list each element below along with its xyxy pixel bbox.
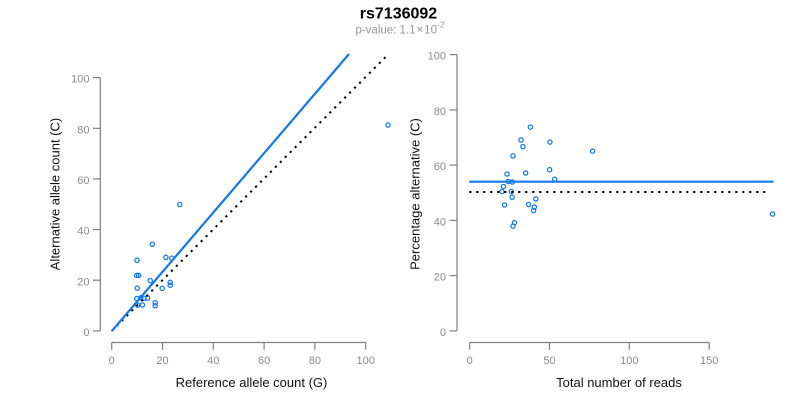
svg-text:20: 20 xyxy=(434,272,446,284)
svg-text:60: 60 xyxy=(258,355,270,367)
svg-text:rs7136092: rs7136092 xyxy=(360,6,438,23)
svg-text:40: 40 xyxy=(207,355,219,367)
svg-text:50: 50 xyxy=(543,355,555,367)
svg-text:60: 60 xyxy=(77,175,89,187)
svg-text:100: 100 xyxy=(620,355,638,367)
svg-text:0: 0 xyxy=(440,327,446,339)
svg-text:0: 0 xyxy=(109,355,115,367)
svg-text:20: 20 xyxy=(77,276,89,288)
svg-text:80: 80 xyxy=(77,124,89,136)
svg-text:20: 20 xyxy=(156,355,168,367)
svg-text:0: 0 xyxy=(83,327,89,339)
svg-text:80: 80 xyxy=(309,355,321,367)
svg-text:Alternative allele count (C): Alternative allele count (C) xyxy=(48,118,63,270)
svg-text:100: 100 xyxy=(357,355,375,367)
svg-text:p-value: 1.1 × 10-2: p-value: 1.1 × 10-2 xyxy=(355,19,444,36)
svg-text:40: 40 xyxy=(434,217,446,229)
svg-text:60: 60 xyxy=(434,161,446,173)
svg-text:80: 80 xyxy=(434,106,446,118)
svg-text:0: 0 xyxy=(467,355,473,367)
svg-text:Percentage alternative (C): Percentage alternative (C) xyxy=(408,118,423,270)
svg-text:100: 100 xyxy=(428,51,446,63)
svg-text:40: 40 xyxy=(77,226,89,238)
svg-text:Total number of reads: Total number of reads xyxy=(556,375,682,390)
svg-text:150: 150 xyxy=(700,355,718,367)
svg-text:100: 100 xyxy=(71,74,89,86)
svg-text:Reference allele count (G): Reference allele count (G) xyxy=(176,375,328,390)
